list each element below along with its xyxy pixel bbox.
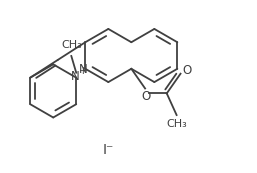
Text: CH₃: CH₃: [61, 40, 82, 50]
Text: O: O: [182, 64, 192, 77]
Text: N: N: [79, 63, 88, 76]
Text: O: O: [141, 90, 150, 103]
Text: +: +: [79, 66, 87, 76]
Text: N: N: [71, 70, 80, 83]
Text: CH₃: CH₃: [166, 119, 187, 129]
Text: I⁻: I⁻: [103, 143, 114, 157]
